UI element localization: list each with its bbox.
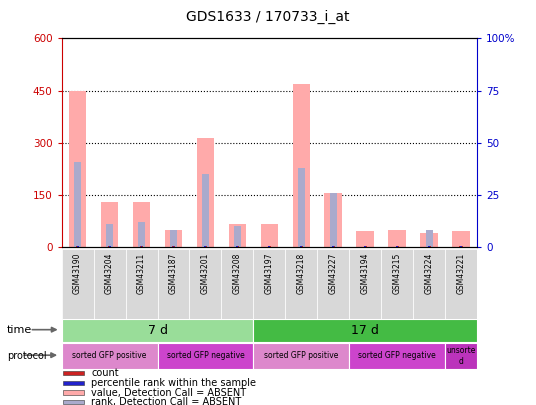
- Bar: [140, 246, 143, 247]
- Bar: [228, 224, 246, 247]
- Bar: [62, 319, 254, 342]
- Bar: [285, 249, 317, 320]
- Text: protocol: protocol: [7, 351, 47, 361]
- Bar: [76, 246, 79, 247]
- Bar: [204, 246, 207, 247]
- Text: GSM43197: GSM43197: [265, 253, 274, 294]
- Text: unsorte
d: unsorte d: [446, 346, 476, 366]
- Bar: [260, 224, 278, 247]
- Bar: [109, 246, 110, 247]
- Text: GSM43221: GSM43221: [457, 253, 466, 294]
- Text: count: count: [91, 368, 119, 378]
- Bar: [349, 343, 445, 369]
- Bar: [165, 230, 182, 247]
- Bar: [420, 233, 438, 247]
- Bar: [445, 249, 477, 320]
- Bar: [158, 343, 254, 369]
- Text: percentile rank within the sample: percentile rank within the sample: [91, 378, 256, 388]
- Bar: [197, 138, 214, 247]
- Bar: [202, 174, 209, 247]
- Text: GSM43224: GSM43224: [425, 253, 434, 294]
- Text: GSM43218: GSM43218: [297, 253, 306, 294]
- Bar: [69, 91, 86, 247]
- Bar: [269, 246, 270, 247]
- Bar: [234, 226, 241, 247]
- Text: GSM43227: GSM43227: [329, 253, 338, 294]
- Bar: [189, 249, 221, 320]
- Bar: [445, 343, 477, 369]
- Bar: [460, 246, 462, 247]
- Bar: [221, 249, 254, 320]
- Bar: [254, 249, 285, 320]
- Bar: [94, 249, 125, 320]
- Bar: [389, 230, 406, 247]
- Text: sorted GFP positive: sorted GFP positive: [72, 352, 147, 360]
- Bar: [172, 246, 175, 247]
- Bar: [63, 400, 84, 404]
- Bar: [140, 246, 143, 247]
- Text: sorted GFP negative: sorted GFP negative: [167, 352, 244, 360]
- Bar: [63, 371, 84, 375]
- Text: GSM43194: GSM43194: [361, 253, 370, 294]
- Bar: [62, 249, 94, 320]
- Bar: [101, 202, 118, 247]
- Text: GSM43211: GSM43211: [137, 253, 146, 294]
- Bar: [108, 246, 111, 247]
- Bar: [317, 249, 349, 320]
- Text: GSM43187: GSM43187: [169, 253, 178, 294]
- Bar: [332, 246, 334, 247]
- Text: GSM43190: GSM43190: [73, 253, 82, 294]
- Bar: [349, 249, 381, 320]
- Text: GSM43201: GSM43201: [201, 253, 210, 294]
- Text: GDS1633 / 170733_i_at: GDS1633 / 170733_i_at: [186, 10, 350, 24]
- Bar: [133, 202, 150, 247]
- Text: sorted GFP negative: sorted GFP negative: [358, 352, 436, 360]
- Text: GSM43208: GSM43208: [233, 253, 242, 294]
- Bar: [158, 249, 189, 320]
- Bar: [106, 224, 113, 247]
- Text: sorted GFP positive: sorted GFP positive: [264, 352, 338, 360]
- Bar: [173, 246, 174, 247]
- Bar: [330, 193, 337, 247]
- Bar: [298, 168, 305, 247]
- Text: GSM43215: GSM43215: [393, 253, 401, 294]
- Bar: [396, 246, 399, 247]
- Bar: [364, 246, 366, 247]
- Bar: [254, 343, 349, 369]
- Bar: [293, 84, 310, 247]
- Bar: [204, 246, 206, 247]
- Bar: [381, 249, 413, 320]
- Bar: [236, 246, 239, 247]
- Bar: [428, 246, 431, 247]
- Bar: [452, 231, 470, 247]
- Bar: [74, 162, 81, 247]
- Text: 7 d: 7 d: [147, 324, 168, 337]
- Bar: [254, 319, 477, 342]
- Text: GSM43204: GSM43204: [105, 253, 114, 294]
- Bar: [63, 381, 84, 385]
- Bar: [268, 246, 271, 247]
- Bar: [363, 246, 367, 247]
- Bar: [236, 246, 239, 247]
- Bar: [324, 193, 342, 247]
- Bar: [300, 246, 303, 247]
- Bar: [459, 246, 463, 247]
- Bar: [396, 246, 398, 247]
- Bar: [332, 246, 335, 247]
- Bar: [300, 246, 302, 247]
- Text: time: time: [7, 326, 32, 335]
- Bar: [426, 230, 433, 247]
- Bar: [138, 222, 145, 247]
- Bar: [356, 231, 374, 247]
- Bar: [63, 390, 84, 395]
- Bar: [413, 249, 445, 320]
- Text: rank, Detection Call = ABSENT: rank, Detection Call = ABSENT: [91, 397, 242, 405]
- Bar: [428, 246, 430, 247]
- Bar: [62, 343, 158, 369]
- Bar: [77, 246, 79, 247]
- Text: value, Detection Call = ABSENT: value, Detection Call = ABSENT: [91, 388, 247, 398]
- Text: 17 d: 17 d: [351, 324, 379, 337]
- Bar: [170, 230, 177, 247]
- Bar: [125, 249, 158, 320]
